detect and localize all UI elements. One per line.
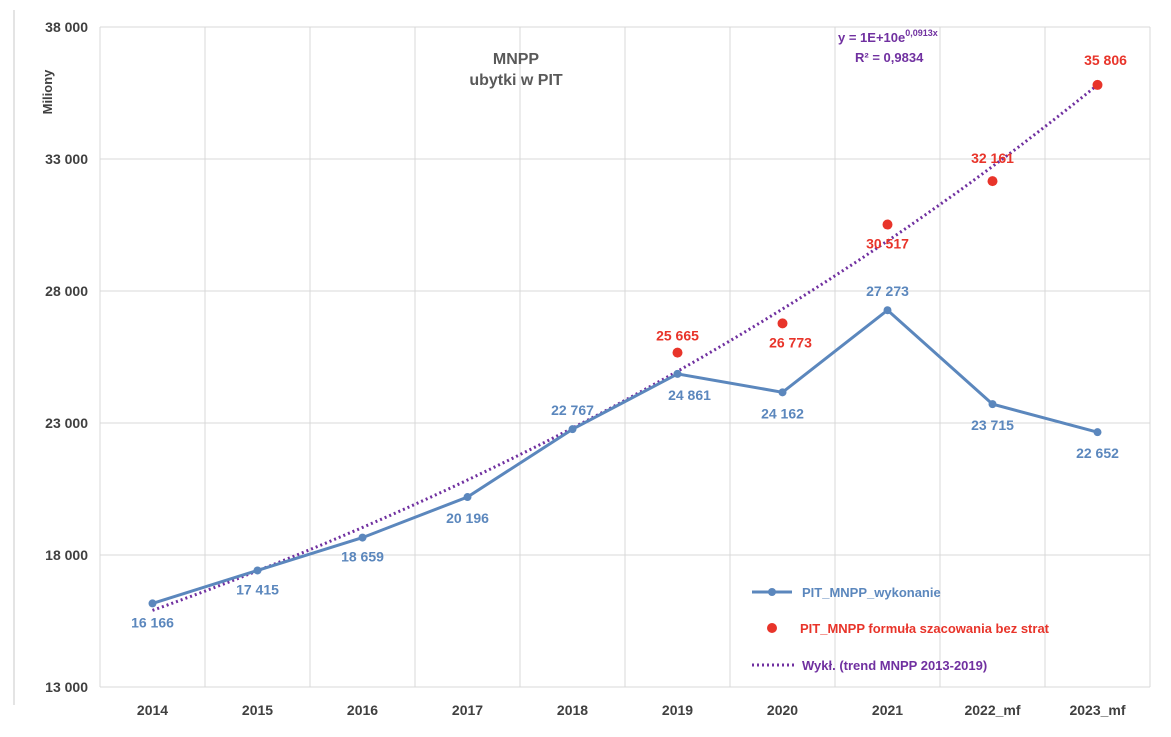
estimate-point xyxy=(988,176,998,186)
x-tick-label: 2019 xyxy=(662,702,693,718)
chart-title-line-2: ubytki w PIT xyxy=(469,72,563,89)
estimate-data-label: 32 161 xyxy=(971,150,1014,166)
y-tick-label: 18 000 xyxy=(45,547,88,563)
actual-data-label: 18 659 xyxy=(341,549,384,565)
legend-label-trend: Wykł. (trend MNPP 2013-2019) xyxy=(802,658,987,673)
y-tick-label: 38 000 xyxy=(45,19,88,35)
actual-data-label: 22 767 xyxy=(551,402,594,418)
y-tick-label: 28 000 xyxy=(45,283,88,299)
x-tick-label: 2015 xyxy=(242,702,273,718)
x-axis: 2014 2015 2016 2017 2018 2019 2020 2021 2022_mf 2… xyxy=(137,702,1126,718)
actual-point xyxy=(884,306,892,314)
actual-data-label: 16 166 xyxy=(131,614,174,630)
estimate-point xyxy=(778,318,788,328)
x-tick-label: 2014 xyxy=(137,702,168,718)
y-tick-label: 33 000 xyxy=(45,151,88,167)
y-axis-label: Miliony xyxy=(40,69,55,115)
actual-data-label: 27 273 xyxy=(866,283,909,299)
actual-data-label: 22 652 xyxy=(1076,445,1119,461)
legend-item-trend: Wykł. (trend MNPP 2013-2019) xyxy=(752,658,987,673)
trend-equation-base: y = 1E+10e xyxy=(838,30,905,45)
x-tick-label: 2020 xyxy=(767,702,798,718)
trend-equation-exponent: 0,0913x xyxy=(905,28,938,38)
actual-point xyxy=(359,534,367,542)
actual-point xyxy=(149,599,157,607)
actual-point xyxy=(989,400,997,408)
estimate-data-label: 26 773 xyxy=(769,334,812,350)
trend-equation: y = 1E+10e0,0913x xyxy=(838,28,938,45)
actual-point xyxy=(464,493,472,501)
actual-point xyxy=(1094,428,1102,436)
x-tick-label: 2023_mf xyxy=(1069,702,1125,718)
estimate-point xyxy=(883,220,893,230)
legend-label-actual: PIT_MNPP_wykonanie xyxy=(802,585,941,600)
estimate-data-label: 30 517 xyxy=(866,236,909,252)
y-axis: 13 000 18 000 23 000 28 000 33 000 38 000 xyxy=(45,19,88,695)
x-tick-label: 2021 xyxy=(872,702,903,718)
estimate-series: 25 665 26 773 30 517 32 161 35 806 xyxy=(656,52,1127,358)
legend-item-actual: PIT_MNPP_wykonanie xyxy=(752,585,941,600)
actual-data-label: 23 715 xyxy=(971,417,1014,433)
actual-point xyxy=(569,425,577,433)
estimate-data-label: 25 665 xyxy=(656,328,699,344)
x-tick-label: 2018 xyxy=(557,702,588,718)
legend-label-estimate: PIT_MNPP formuła szacowania bez strat xyxy=(800,621,1050,636)
chart-title-line-1: MNPP xyxy=(493,51,540,68)
x-tick-label: 2017 xyxy=(452,702,483,718)
trend-r-squared: R² = 0,9834 xyxy=(855,50,924,65)
legend: PIT_MNPP_wykonanie PIT_MNPP formuła szac… xyxy=(752,585,1050,673)
actual-data-label: 24 162 xyxy=(761,405,804,421)
y-tick-label: 23 000 xyxy=(45,415,88,431)
actual-data-label: 20 196 xyxy=(446,510,489,526)
actual-data-label: 17 415 xyxy=(236,581,279,597)
actual-point xyxy=(779,388,787,396)
x-tick-label: 2016 xyxy=(347,702,378,718)
grid xyxy=(14,10,1150,705)
actual-data-label: 24 861 xyxy=(668,387,711,403)
legend-item-estimate: PIT_MNPP formuła szacowania bez strat xyxy=(767,621,1050,636)
y-tick-label: 13 000 xyxy=(45,679,88,695)
x-tick-label: 2022_mf xyxy=(964,702,1020,718)
estimate-point xyxy=(673,348,683,358)
estimate-point xyxy=(1093,80,1103,90)
actual-point xyxy=(674,370,682,378)
actual-point xyxy=(254,566,262,574)
estimate-data-label: 35 806 xyxy=(1084,52,1127,68)
